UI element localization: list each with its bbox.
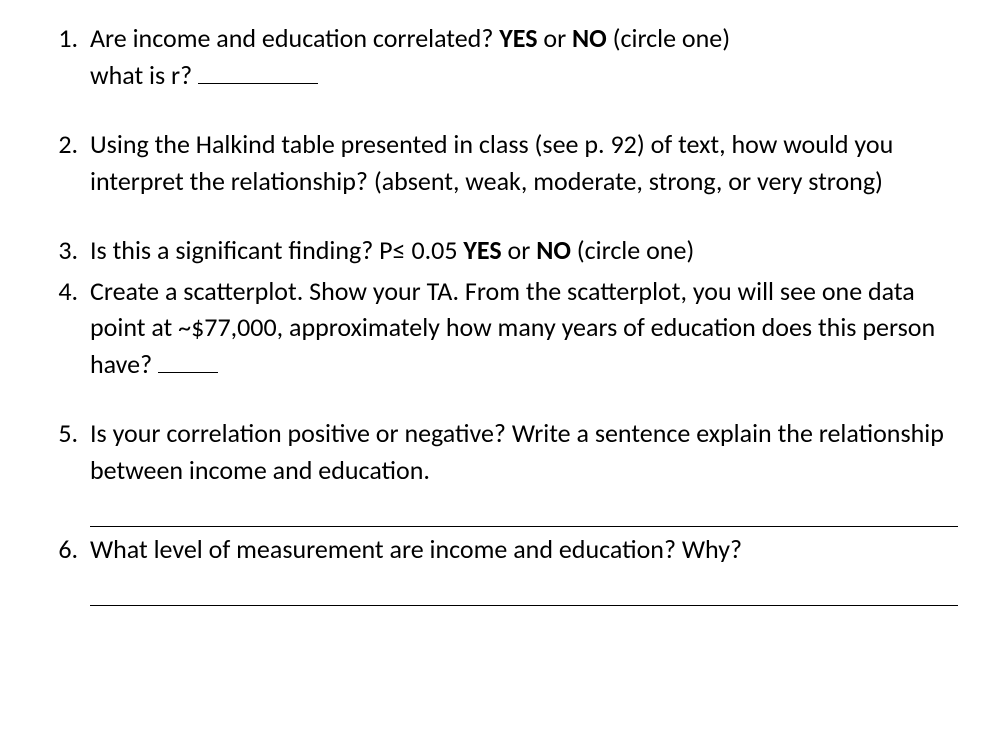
q2-text: Using the Halkind table presented in cla… xyxy=(90,128,893,197)
question-2: Using the Halkind table presented in cla… xyxy=(84,126,958,200)
question-6: What level of measurement are income and… xyxy=(84,531,958,606)
question-3: Is this a significant finding? P≤ 0.05 Y… xyxy=(84,232,958,269)
question-1: Are income and education correlated? YES… xyxy=(84,20,958,94)
q3-yes: YES xyxy=(463,234,501,266)
q3-text-a: Is this a significant finding? P≤ 0.05 xyxy=(90,234,463,266)
q6-blank-line xyxy=(90,574,958,606)
question-5: Is your correlation positive or negative… xyxy=(84,415,958,527)
question-list: Are income and education correlated? YES… xyxy=(42,20,958,606)
worksheet-page: Are income and education correlated? YES… xyxy=(0,0,1000,626)
q3-text-b: (circle one) xyxy=(571,234,694,266)
q1-yes: YES xyxy=(499,22,537,54)
q4-blank xyxy=(158,346,218,373)
q6-text: What level of measurement are income and… xyxy=(90,533,742,565)
q1-line2a: what is r? xyxy=(90,59,198,91)
q1-text-a: Are income and education correlated? xyxy=(90,22,499,54)
q1-blank xyxy=(198,57,318,84)
q3-no: NO xyxy=(536,234,571,266)
q5-text: Is your correlation positive or negative… xyxy=(90,417,944,486)
q1-or: or xyxy=(538,22,573,54)
q1-no: NO xyxy=(572,22,607,54)
q3-or: or xyxy=(502,234,537,266)
q1-text-b: (circle one) xyxy=(607,22,730,54)
q5-blank-line xyxy=(90,495,958,527)
question-4: Create a scatterplot. Show your TA. From… xyxy=(84,273,958,384)
